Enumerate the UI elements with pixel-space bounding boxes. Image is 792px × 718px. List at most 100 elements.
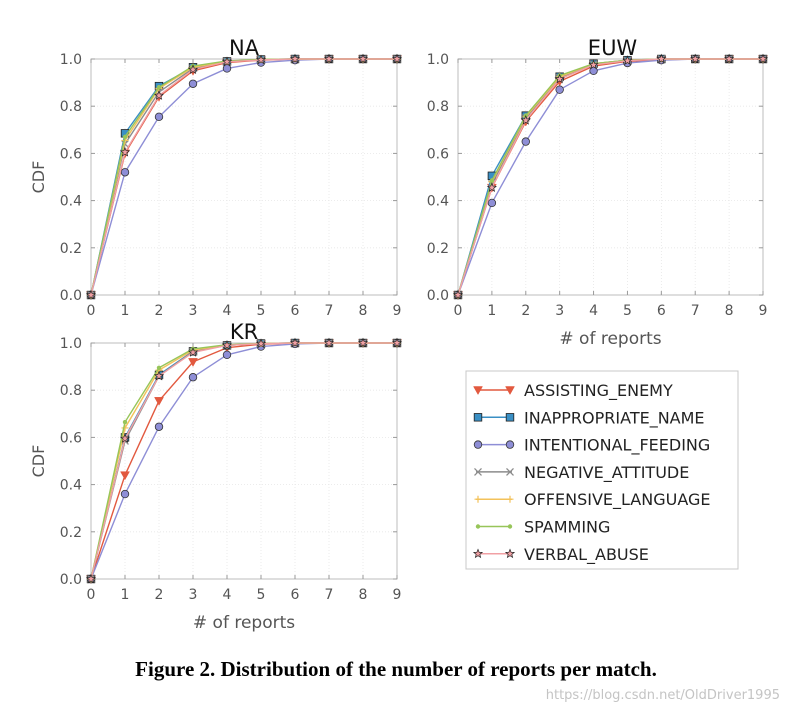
data-point <box>187 347 199 357</box>
data-point <box>690 53 701 64</box>
x-tick-label: 7 <box>325 587 334 603</box>
data-point <box>154 422 164 431</box>
series-line <box>90 58 397 296</box>
legend: ASSISTING_ENEMY INAPPROPRIATE_NAME INTENTI… <box>465 370 739 570</box>
data-point <box>221 56 233 67</box>
x-tick-label: 5 <box>623 303 632 319</box>
data-point <box>188 79 198 88</box>
series-line <box>90 342 397 580</box>
legend-marker <box>475 524 481 529</box>
series-offensive-language <box>87 339 401 583</box>
series-line <box>90 58 397 296</box>
x-tick-label: 3 <box>189 303 198 319</box>
data-point <box>289 53 301 64</box>
grid-na <box>90 58 398 296</box>
y-tick-label: 0.4 <box>60 194 82 210</box>
series-line <box>90 58 397 296</box>
data-point <box>120 168 130 177</box>
chart-kr: 0 1 2 3 4 5 6 7 8 9 0.0 0.2 0.4 0.6 0.8 1.0 KR CDF # of re… <box>29 320 403 633</box>
series-line <box>457 58 763 296</box>
series-line <box>90 342 397 580</box>
axes-frame-euw <box>457 58 764 296</box>
data-point <box>122 419 128 425</box>
data-point <box>255 54 267 65</box>
data-point <box>85 573 97 584</box>
legend-item-offensive-language: OFFENSIVE_LANGUAGE <box>474 490 710 510</box>
data-point <box>391 337 403 348</box>
y-tick-label: 0.2 <box>60 241 82 257</box>
y-tick-label: 1.0 <box>427 52 449 68</box>
chart-euw: 0 1 2 3 4 5 6 7 8 90.00.20.40.60.81.0 EUW# of repo… <box>427 36 769 349</box>
series-line <box>90 342 397 580</box>
x-tick-label: 8 <box>725 303 734 319</box>
series-inappropriate-name <box>86 54 402 300</box>
x-tick-label: 9 <box>393 303 402 319</box>
y-tick-label: 0.6 <box>60 430 82 446</box>
x-tick-label: 2 <box>155 587 164 603</box>
y-tick-label: 0.2 <box>427 241 449 257</box>
x-tick-label: 6 <box>291 587 300 603</box>
x-tick-label: 6 <box>657 303 666 319</box>
x-tick-label: 8 <box>359 587 368 603</box>
series-spamming <box>455 56 766 298</box>
x-tick-label: 5 <box>257 303 266 319</box>
data-point <box>121 424 129 432</box>
data-point <box>757 53 769 64</box>
data-point <box>520 114 531 125</box>
data-point <box>222 350 232 359</box>
legend-item-spamming: SPAMMING <box>475 518 610 537</box>
data-point <box>489 178 495 183</box>
data-point <box>153 90 165 100</box>
grid-euw <box>457 58 764 296</box>
data-point <box>156 85 162 90</box>
series-line <box>90 342 397 580</box>
data-point <box>119 146 131 157</box>
legend-marker <box>505 440 515 449</box>
legend-marker <box>473 440 483 449</box>
series-assisting-enemy <box>86 339 402 585</box>
series-line <box>457 58 763 296</box>
series-verbal-abuse <box>85 337 403 584</box>
legend-marker <box>474 495 482 503</box>
data-point <box>622 55 633 65</box>
series-line <box>90 58 397 296</box>
grid-kr <box>90 342 398 580</box>
series-inappropriate-name <box>86 338 402 584</box>
y-tick-label: 0.8 <box>427 99 449 115</box>
legend-item-verbal-abuse: VERBAL_ABUSE <box>472 545 649 565</box>
x-tick-label: 6 <box>291 303 300 319</box>
y-tick-label: 1.0 <box>60 52 82 68</box>
series-line <box>90 58 397 296</box>
legend-item-negative-attitude: NEGATIVE_ATTITUDE <box>474 463 689 483</box>
x-tick-label: 9 <box>759 303 768 319</box>
data-point <box>153 370 165 381</box>
x-tick-label: 4 <box>223 303 232 319</box>
data-point <box>323 53 335 64</box>
data-point <box>487 198 497 208</box>
watermark: https://blog.csdn.net/OldDriver1995 <box>545 688 780 703</box>
y-tick-label: 1.0 <box>60 336 82 352</box>
data-point <box>154 112 164 122</box>
legend-marker <box>505 386 515 396</box>
series-offensive-language <box>87 55 401 299</box>
data-point <box>357 337 369 348</box>
data-point <box>588 59 599 70</box>
y-tick-label: 0.8 <box>60 99 82 115</box>
y-tick-label: 0.0 <box>60 572 82 588</box>
legend-marker <box>506 467 514 476</box>
figure-caption: Figure 2. Distribution of the number of … <box>135 657 657 681</box>
legend-marker <box>504 548 516 559</box>
x-tick-label: 2 <box>521 303 530 319</box>
x-tick-label: 0 <box>454 303 463 319</box>
data-point <box>357 53 369 64</box>
series-line <box>90 342 397 580</box>
legend-label: NEGATIVE_ATTITUDE <box>524 463 689 483</box>
data-point <box>188 358 198 367</box>
series-negative-attitude <box>87 339 401 583</box>
x-tick-label: 7 <box>691 303 700 319</box>
data-point <box>122 134 128 140</box>
series-negative-attitude <box>454 55 767 299</box>
series-negative-attitude <box>87 55 401 299</box>
x-tick-label: 0 <box>87 587 96 603</box>
series-intentional-feeding <box>453 54 768 300</box>
